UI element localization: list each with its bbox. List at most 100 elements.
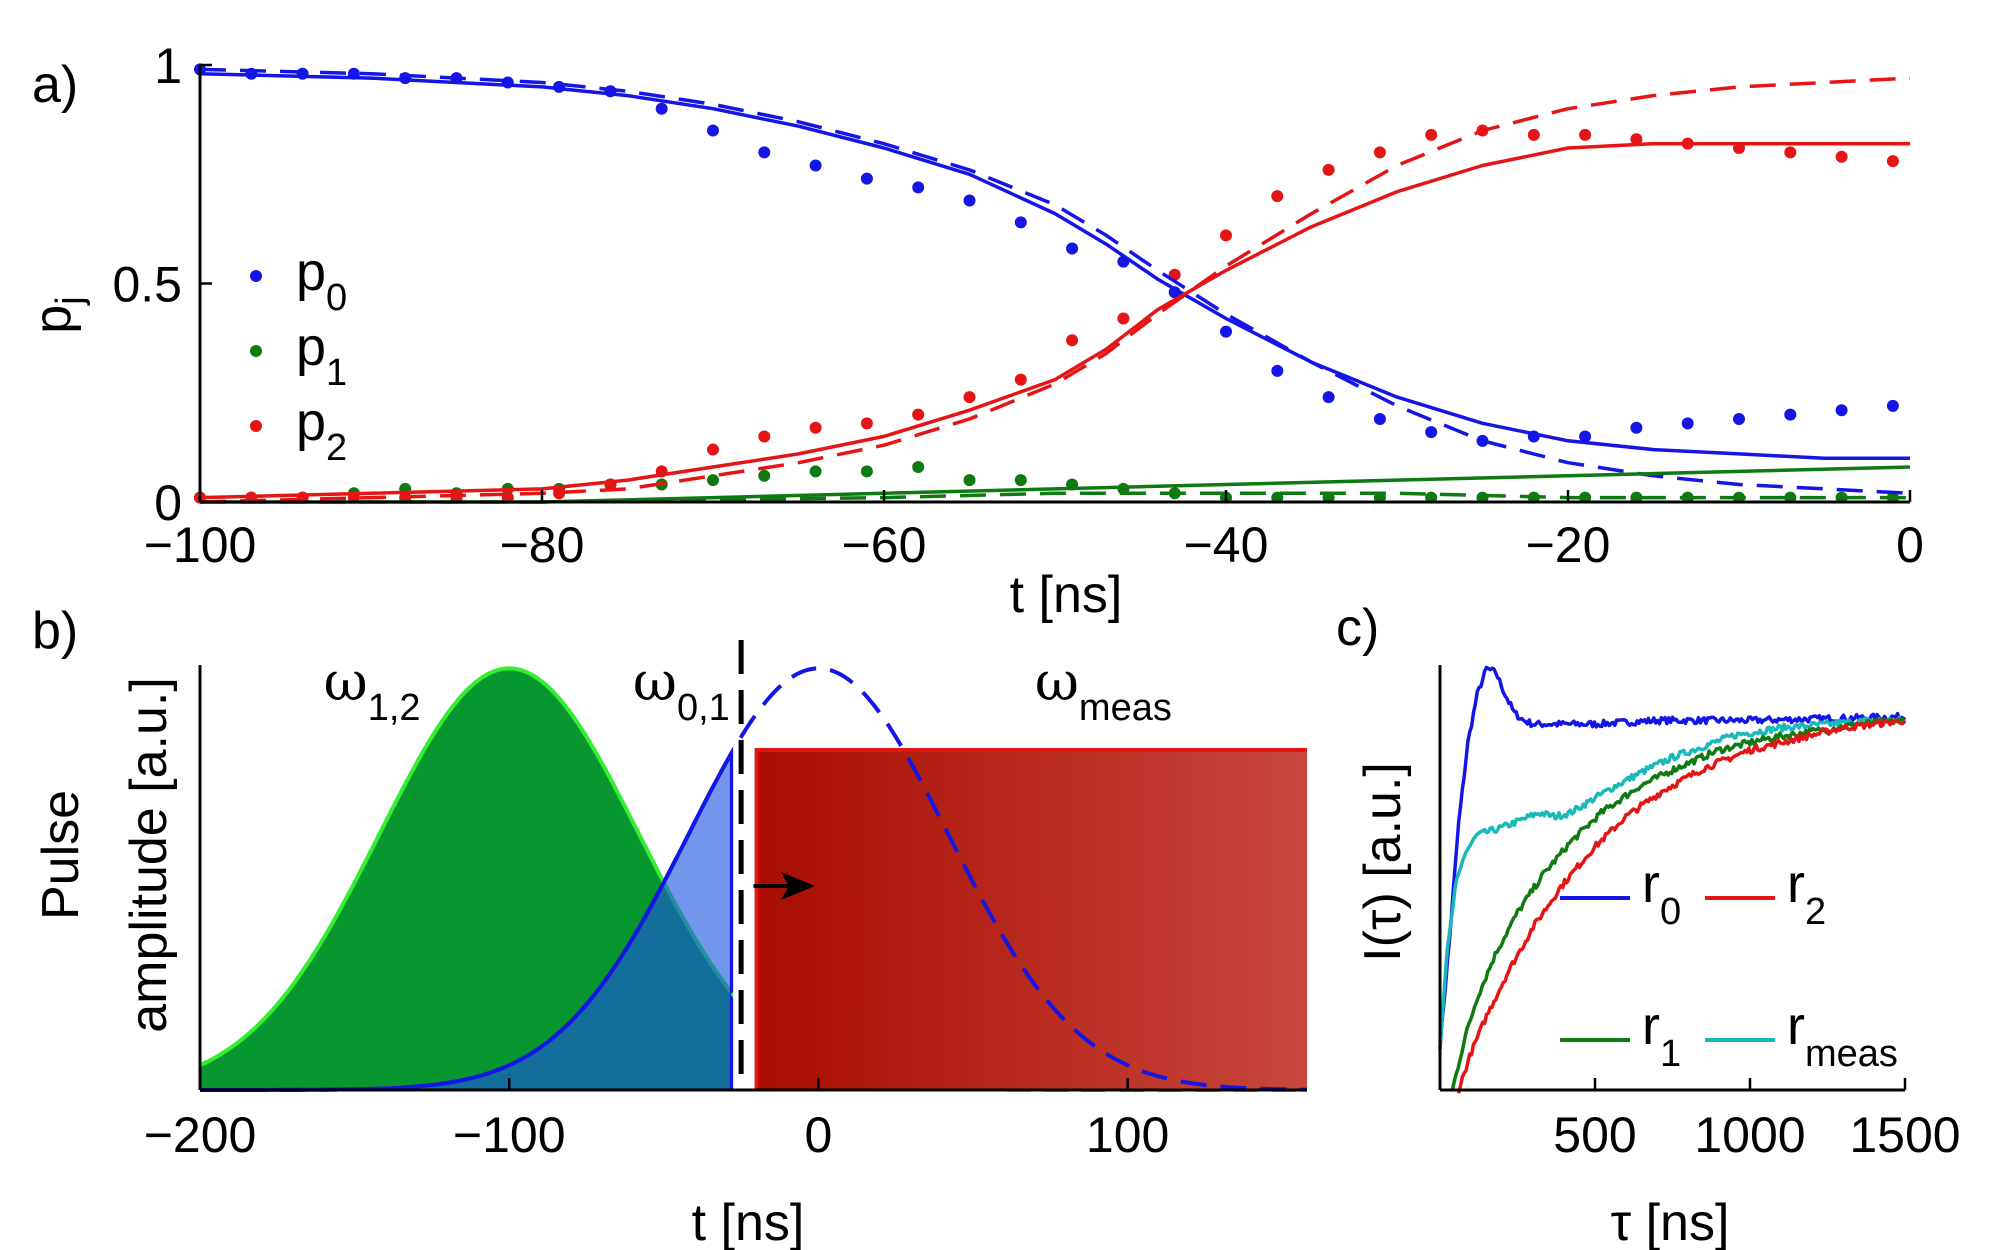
legend-entry: r2 — [1787, 854, 1826, 933]
annotation-subscript: 1,2 — [368, 687, 421, 729]
legend-marker — [250, 345, 262, 357]
panel-b-axes: −200 −100 0 100 — [144, 665, 1307, 1163]
legend-entry: p2 — [296, 392, 347, 469]
pulse-12-fill — [200, 668, 732, 1090]
panel-b-annotations: ω1,2 ω0,1 ωmeas — [324, 650, 1172, 729]
series-2-point — [1630, 133, 1643, 146]
series-2-points — [194, 124, 1899, 504]
series-0-point — [655, 102, 668, 115]
panel-a-xlabel: t [ns] — [1010, 566, 1123, 624]
series-0-line — [1438, 665, 1907, 1050]
x-tick-label: 1000 — [1694, 1107, 1805, 1163]
legend-text: r — [1787, 996, 1805, 1056]
series-2-point — [1784, 146, 1797, 159]
series-0-point — [1835, 404, 1848, 417]
annotation-subscript: 0,1 — [677, 687, 730, 729]
series-0-point — [1733, 412, 1745, 425]
series-2-point — [963, 391, 976, 404]
series-0-point — [758, 146, 771, 159]
pulse-01-fill — [200, 752, 732, 1090]
series-2-point — [1220, 229, 1232, 242]
x-tick-label: −100 — [453, 1107, 566, 1163]
series-2-point — [809, 421, 822, 434]
legend-subscript: 2 — [326, 427, 347, 469]
series-1-point — [1014, 474, 1027, 487]
panel-a-ylabel-main: p — [24, 305, 82, 334]
y-tick-label: 1 — [154, 38, 182, 94]
panel-a-ylabel-sub: j — [49, 296, 91, 305]
series-0-point — [1579, 430, 1592, 443]
x-tick-label: 1500 — [1849, 1107, 1960, 1163]
series-0-point — [1322, 391, 1335, 404]
legend-subscript: 0 — [1660, 891, 1681, 933]
series-0-point — [1014, 216, 1027, 229]
arrow-head — [780, 872, 815, 900]
series-4-line — [199, 67, 1911, 496]
legend-text: p — [296, 242, 326, 302]
legend-text: p — [296, 392, 326, 452]
panel-b-ylabel-line2: amplitude [a.u.] — [120, 677, 178, 1033]
legend-entry: p1 — [296, 317, 347, 394]
legend-subscript: meas — [1805, 1033, 1898, 1075]
series-0-point — [1681, 417, 1694, 430]
panel-a: a) −100 −80 −60 −40 −20 000.51 t [ns] pj p0p1… — [24, 38, 1924, 624]
series-0-point — [707, 124, 719, 137]
series-3-line — [1456, 718, 1907, 1094]
series-8-line — [199, 76, 1911, 504]
series-1-point — [758, 469, 771, 482]
legend-entry: rmeas — [1787, 996, 1898, 1075]
panel-c-xlabel: τ [ns] — [1611, 1194, 1730, 1250]
x-tick-label: −200 — [144, 1107, 257, 1163]
legend-subscript: 2 — [1805, 891, 1826, 933]
panel-b: b) −200 −100 0 100 t [ns] Pulse amplitude [… — [32, 602, 1307, 1250]
panel-c-label: c) — [1336, 599, 1379, 657]
series-2-point — [1835, 150, 1848, 163]
series-2-point — [1014, 373, 1027, 386]
annotation-subscript: meas — [1079, 687, 1172, 729]
series-0-point — [1271, 364, 1284, 377]
x-tick-label: −20 — [1526, 517, 1611, 573]
series-0-point — [1425, 426, 1438, 439]
series-0-point — [809, 159, 822, 172]
series-1-point — [707, 474, 719, 487]
series-0-point — [1220, 325, 1232, 338]
panel-c: c) 500 1000 1500 τ [ns] I(τ) [a.u.] r0 r2r1… — [1336, 599, 1961, 1250]
series-2-point — [1527, 128, 1540, 141]
series-1-point — [809, 465, 822, 478]
annotation-symbol: ω — [1035, 650, 1079, 713]
panel-a-axes: −100 −80 −60 −40 −20 0 0 0.5 1 — [112, 38, 1923, 573]
panel-a-marks — [194, 63, 1911, 504]
panel-a-label: a) — [32, 56, 78, 114]
legend-entry: r0 — [1642, 854, 1681, 933]
series-2-point — [912, 408, 925, 421]
series-2-point — [553, 487, 566, 500]
series-0-point — [1630, 421, 1643, 434]
series-1-point — [912, 461, 925, 474]
series-2-point — [1579, 128, 1592, 141]
series-2-point — [1117, 312, 1130, 325]
annotation-symbol: ω — [633, 650, 677, 713]
x-tick-label: 500 — [1553, 1107, 1636, 1163]
panel-c-marks — [1438, 665, 1907, 1094]
legend-subscript: 1 — [1660, 1033, 1681, 1075]
legend-text: r — [1642, 996, 1660, 1056]
panel-a-ylabel: pj — [24, 296, 91, 333]
series-2-point — [1066, 334, 1079, 347]
x-tick-label: −80 — [500, 517, 585, 573]
series-2-point — [1271, 190, 1284, 203]
legend-subscript: 1 — [326, 352, 347, 394]
meas-pulse-fill — [756, 750, 1307, 1090]
series-0-point — [1784, 408, 1797, 421]
series-3-line — [199, 71, 1910, 461]
x-tick-label: −60 — [842, 517, 927, 573]
legend-marker — [250, 270, 262, 282]
series-1-point — [963, 474, 976, 487]
series-1-point — [860, 465, 873, 478]
series-2-point — [1322, 163, 1335, 176]
panel-c-ylabel: I(τ) [a.u.] — [1354, 762, 1412, 962]
series-0-point — [912, 181, 925, 194]
legend-text: r — [1787, 854, 1805, 914]
panel-b-ylabel-line1: Pulse — [32, 790, 90, 920]
